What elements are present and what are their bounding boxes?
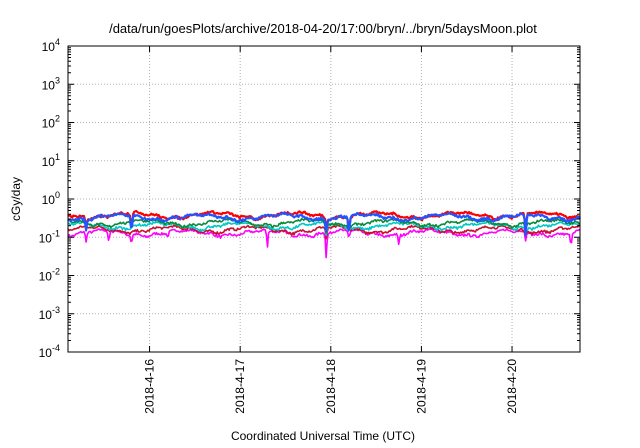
series-line [67,224,581,240]
x-axis-label: Coordinated Universal Time (UTC) [231,429,415,443]
y-tick-label: 103 [42,75,60,92]
y-tick-label: 10-2 [39,267,60,284]
series-line [67,211,581,237]
y-tick-label: 10-3 [39,305,60,322]
grid [68,46,580,352]
y-tick-label: 10-1 [39,228,60,245]
x-tick-label: 2018-4-19 [414,359,428,414]
y-axis-label: cGy/day [9,177,23,221]
y-tick-label: 100 [42,190,60,207]
series-line [67,228,581,259]
y-tick-label: 101 [42,152,60,169]
y-tick-label: 104 [42,37,60,54]
y-tick-label: 10-4 [39,343,60,360]
series-group [67,209,581,259]
x-tick-label: 2018-4-16 [143,359,157,414]
chart-title: /data/run/goesPlots/archive/2018-04-20/1… [109,21,537,36]
y-tick-label: 102 [42,114,60,131]
x-axis: 2018-4-16 2018-4-17 2018-4-18 2018-4-19 2018… [143,46,519,414]
x-tick-label: 2018-4-20 [505,359,519,414]
x-tick-label: 2018-4-17 [233,359,247,414]
y-axis: 10-4 10-3 10-2 10-1 100 101 102 103 104 [39,37,580,360]
x-tick-label: 2018-4-18 [324,359,338,414]
